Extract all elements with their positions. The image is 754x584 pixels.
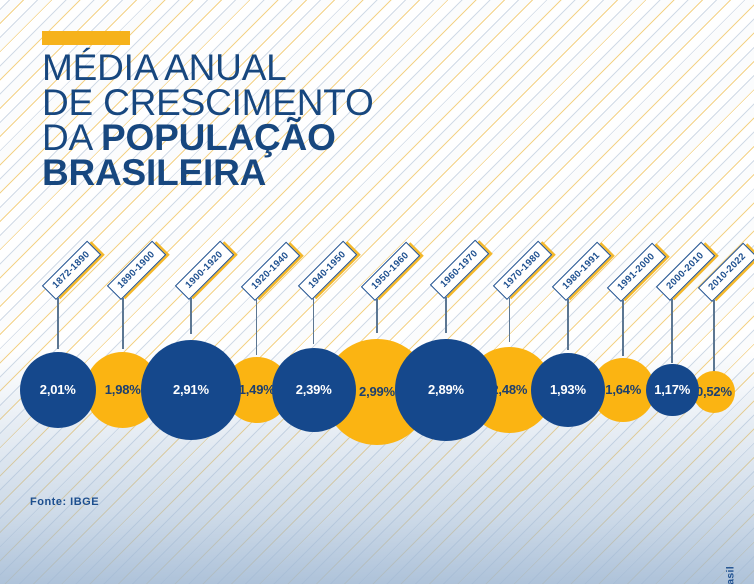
- title-accent-bar: [42, 31, 130, 45]
- bubble-value-label: 1,49%: [238, 382, 275, 398]
- bubble-value-label: 2,39%: [295, 382, 332, 398]
- bubble-1900-1920: 2,91%: [141, 340, 241, 440]
- period-tag-1890-1900: 1890-1900: [106, 240, 167, 300]
- bubble-value-label: 1,98%: [104, 382, 141, 398]
- period-tag-1940-1950: 1940-1950: [297, 240, 357, 300]
- title-line-3-bold: POPULAÇÃO: [101, 117, 336, 158]
- tag-stem-1872-1890: [56, 297, 59, 349]
- period-tag-1872-1890: 1872-1890: [41, 240, 102, 300]
- bubble-value-label: 0,52%: [695, 384, 732, 400]
- credit-note: Arte/Agência Brasil: [725, 566, 737, 584]
- bubble-value-label: 2,01%: [39, 382, 76, 398]
- title-line-1: MÉDIA ANUAL: [42, 47, 287, 88]
- bubble-value-label: 2,91%: [172, 382, 209, 398]
- bubble-value-label: 2,99%: [359, 384, 395, 400]
- bubble-value-label: 2,48%: [491, 382, 528, 398]
- bubble-value-label: 1,93%: [549, 382, 586, 398]
- period-tag-1970-1980: 1970-1980: [493, 240, 553, 300]
- tag-stem-1960-1970: [445, 297, 447, 333]
- bubble-1960-1970: 2,89%: [395, 339, 497, 441]
- period-tag-1920-1940: 1920-1940: [240, 241, 301, 301]
- tag-stem-1890-1900: [121, 298, 124, 349]
- tag-stem-1920-1940: [255, 299, 258, 355]
- bubble-value-label: 1,64%: [605, 382, 642, 398]
- tag-stem-2000-2010: [671, 299, 673, 363]
- tag-stem-1950-1960: [376, 298, 378, 333]
- page-title: MÉDIA ANUAL DE CRESCIMENTO DA POPULAÇÃO …: [42, 47, 682, 193]
- tag-stem-1970-1980: [508, 298, 511, 342]
- source-note: Fonte: IBGE: [30, 496, 100, 508]
- period-tag-1900-1920: 1900-1920: [174, 240, 235, 300]
- bubble-value-label: 2,89%: [428, 382, 464, 398]
- tag-stem-1900-1920: [190, 298, 192, 334]
- tag-stem-1980-1991: [567, 299, 569, 350]
- bubble-2010-2022: 0,52%: [693, 371, 735, 413]
- title-line-2: DE CRESCIMENTO: [42, 82, 374, 123]
- period-tag-1991-2000: 1991-2000: [607, 242, 667, 302]
- bubble-2000-2010: 1,17%: [645, 363, 699, 417]
- bubble-1980-1991: 1,93%: [531, 353, 605, 427]
- period-tag-1980-1991: 1980-1991: [551, 241, 612, 301]
- bubble-1940-1950: 2,39%: [271, 347, 356, 433]
- title-line-4: BRASILEIRA: [42, 152, 267, 193]
- bubble-value-label: 1,17%: [654, 382, 691, 398]
- tag-stem-1940-1950: [312, 297, 315, 344]
- title-line-3-light: DA: [42, 117, 102, 158]
- title-line-3: DA POPULAÇÃO: [42, 117, 682, 158]
- tag-stem-1991-2000: [622, 300, 625, 356]
- period-tag-1950-1960: 1950-1960: [360, 241, 421, 301]
- tag-stem-2010-2022: [713, 300, 715, 372]
- period-tag-1960-1970: 1960-1970: [429, 239, 490, 299]
- bubble-1872-1890: 2,01%: [19, 351, 96, 429]
